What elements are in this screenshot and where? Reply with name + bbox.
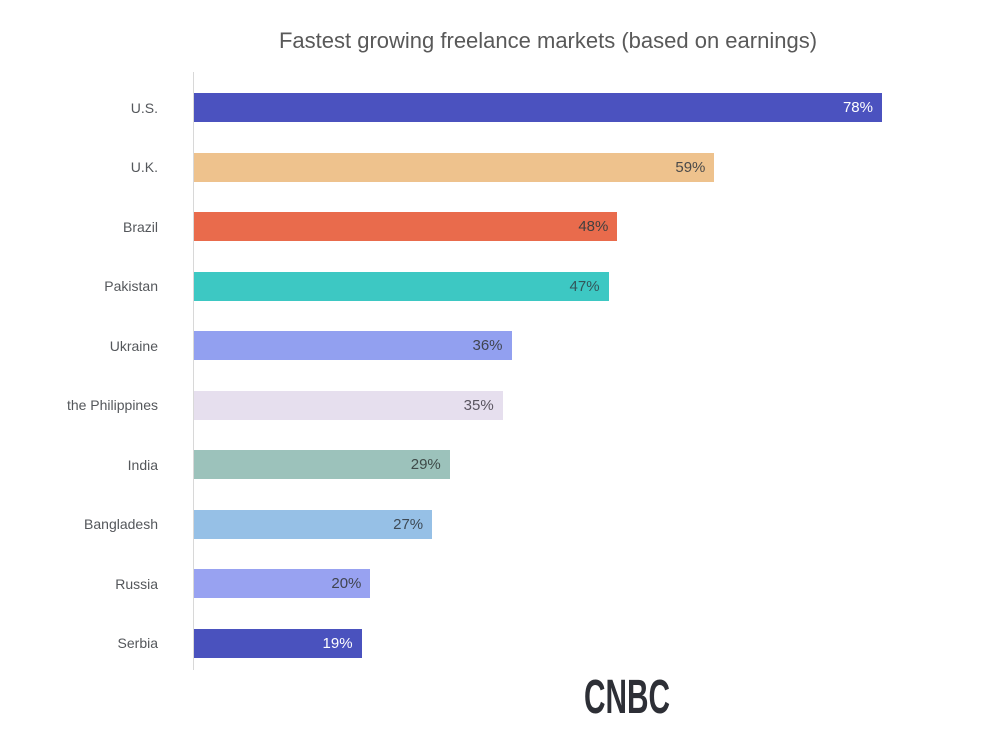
bar-row: Ukraine 36% [0,316,986,376]
bar-row: Russia 20% [0,554,986,614]
chart-title: Fastest growing freelance markets (based… [278,28,818,53]
bar-track: 48% [193,212,986,242]
bar-row: U.S. 78% [0,78,986,138]
bar-serbia: 19% [194,628,362,658]
bar-row: Serbia 19% [0,614,986,674]
y-axis-line [193,72,194,670]
bar-row: U.K. 59% [0,138,986,198]
bar-bangladesh: 27% [194,509,433,539]
bar-track: 20% [193,569,986,599]
bar-u-s: 78% [194,93,882,123]
bar-rows: U.S. 78% U.K. 59% Brazil 48% Pakistan 47% Ukrain… [0,78,986,673]
value-label: 36% [472,337,503,355]
bar-brazil: 48% [194,212,618,242]
value-label: 59% [675,158,706,176]
category-label: Pakistan [104,278,158,295]
bar-pakistan: 47% [194,271,609,301]
category-label: Russia [115,575,158,592]
value-label: 47% [569,277,600,295]
bar-track: 47% [193,271,986,301]
category-label: Brazil [122,218,158,235]
category-label: U.S. [130,99,158,116]
bar-u-k: 59% [194,152,715,182]
bar-track: 78% [193,93,986,123]
bar-track: 59% [193,152,986,182]
bar-track: 19% [193,628,986,658]
cnbc-logo: CNBC [584,671,670,724]
bar-ukraine: 36% [194,331,512,361]
bar-row: Bangladesh 27% [0,495,986,555]
bar-row: Brazil 48% [0,197,986,257]
value-label: 35% [463,396,494,414]
bar-russia: 20% [194,569,371,599]
value-label: 20% [331,575,362,593]
bar-track: 29% [193,450,986,480]
bar-track: 36% [193,331,986,361]
category-label: the Philippines [66,397,158,414]
category-label: U.K. [130,159,158,176]
category-label: Serbia [117,635,158,652]
category-label: Bangladesh [84,516,158,533]
bar-row: Pakistan 47% [0,257,986,317]
bar-the-philippines: 35% [194,390,503,420]
bar-track: 27% [193,509,986,539]
bar-india: 29% [194,450,450,480]
category-label: India [127,456,158,473]
bar-row: India 29% [0,435,986,495]
value-label: 78% [842,99,873,117]
bar-row: the Philippines 35% [0,376,986,436]
bar-track: 35% [193,390,986,420]
value-label: 29% [410,456,441,474]
category-label: Ukraine [109,337,158,354]
value-label: 48% [578,218,609,236]
value-label: 19% [322,634,353,652]
value-label: 27% [393,515,424,533]
